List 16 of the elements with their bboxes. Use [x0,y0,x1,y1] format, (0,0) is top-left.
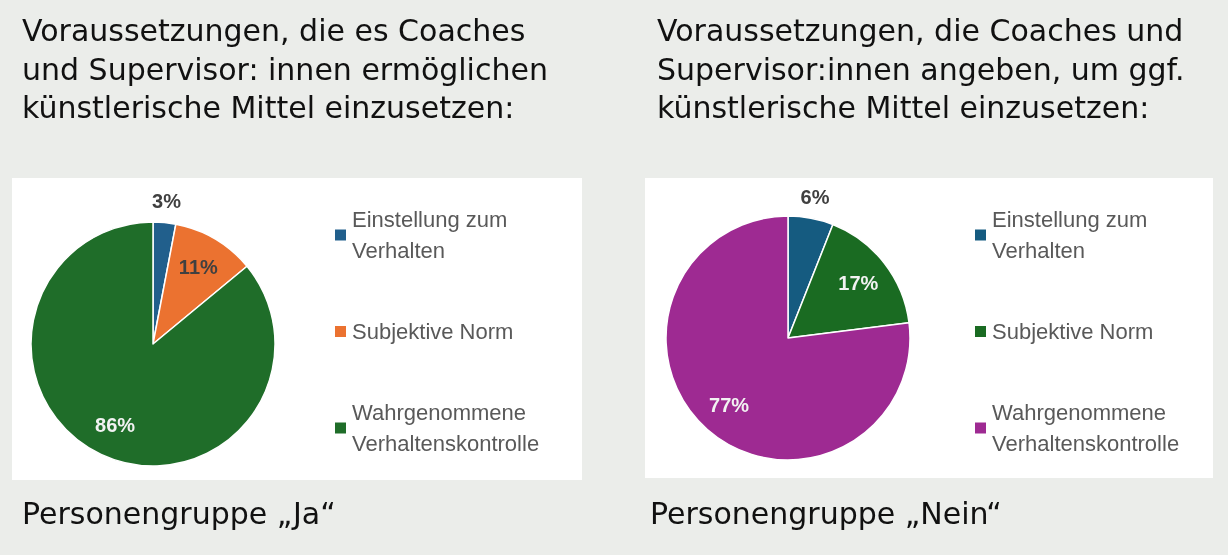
data-label: 6% [800,185,830,208]
legend-label: Wahrgenommene Verhaltenskontrolle [992,400,1180,456]
chart-title: Voraussetzungen, die es Coaches und Supervisor: innen ermöglichen künstlerische Mittel einzusetzen: [22,12,549,127]
text: Personengruppe „Nein“ [650,495,1002,533]
data-label: 17% [838,272,879,295]
data-label: 86% [95,413,136,436]
data-label: 77% [709,393,750,416]
data-label: 3% [152,189,182,212]
legend-label: Subjektive Norm [352,319,514,344]
data-label: 11% [178,256,219,279]
legend-label: Subjektive Norm [992,319,1154,344]
legend-label: Wahrgenommene Verhaltenskontrolle [352,400,540,456]
legend-label: Einstellung zum Verhalten [352,207,514,263]
chart-title: Voraussetzungen, die Coaches und Supervisor:innen angeben, um ggf. künstlerische Mittel einzusetzen: [657,12,1186,127]
legend-label: Einstellung zum Verhalten [992,207,1154,263]
text: Personengruppe „Ja“ [22,495,336,533]
